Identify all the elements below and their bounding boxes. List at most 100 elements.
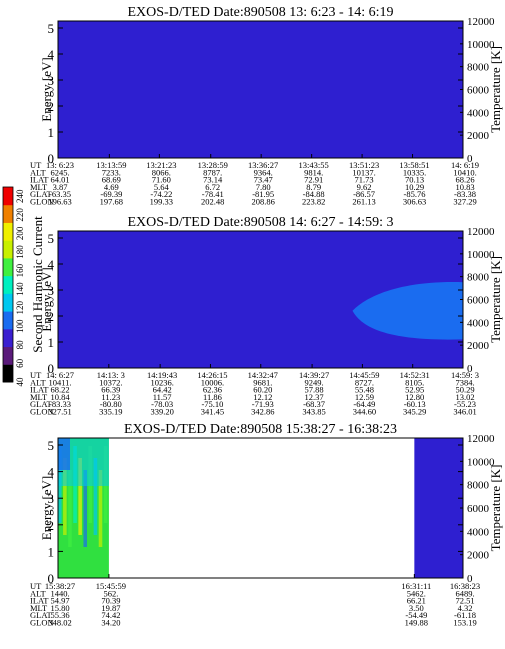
ephemeris-value: 16:38:23 — [450, 581, 480, 591]
ephemeris-value: -71.93 — [252, 399, 274, 409]
y2-tick-label: 6000 — [467, 503, 490, 515]
intensity-stripe — [63, 458, 67, 535]
ephemeris-value: 70.39 — [101, 596, 120, 606]
y2-tick-label: 8000 — [467, 480, 490, 492]
ephemeris-value: -80.80 — [100, 399, 122, 409]
ephemeris-value: -61.18 — [454, 610, 476, 620]
y-axis-label: Energy [eV] — [39, 476, 54, 540]
ephemeris-value: 55.36 — [50, 610, 69, 620]
ephemeris-value: 10006. — [201, 377, 224, 387]
ephemeris-value: 68.26 — [455, 175, 474, 185]
ephemeris-row-label: ILAT — [30, 385, 49, 395]
ephemeris-value: -83.38 — [454, 189, 476, 199]
ephemeris-value: 62.36 — [203, 385, 222, 395]
ephemeris-row-label: GLAT — [30, 399, 53, 409]
colorbar-tick-label: 80 — [15, 340, 25, 350]
ephemeris-row-label: ILAT — [30, 175, 49, 185]
ephemeris-value: 10372. — [99, 377, 122, 387]
y2-tick-label: 8000 — [467, 62, 490, 74]
ephemeris-value: 15.80 — [50, 603, 69, 613]
ephemeris-value: 64.01 — [50, 175, 69, 185]
ephemeris-value: 4.32 — [458, 603, 473, 613]
ephemeris-value: -69.39 — [100, 189, 122, 199]
y-tick-label: 5 — [48, 438, 55, 453]
ephemeris-row-label: UT — [30, 370, 42, 380]
ephemeris-row-label: UT — [30, 581, 42, 591]
colorbar-tick-label: 180 — [15, 245, 25, 259]
y2-tick-label: 2000 — [467, 550, 490, 562]
y2-tick-label: 2000 — [467, 130, 490, 142]
ephemeris-row-label: MLT — [30, 392, 48, 402]
ephemeris-value: 199.33 — [150, 197, 173, 207]
colorbar-tick-label: 140 — [15, 282, 25, 296]
ephemeris-value: 55.48 — [355, 385, 374, 395]
colorbar-segment — [3, 222, 13, 241]
ephemeris-value: 7233. — [102, 167, 121, 177]
ephemeris-row-label: ALT — [30, 588, 47, 598]
y-tick-label: 4 — [48, 257, 55, 272]
ephemeris-value: 9364. — [254, 167, 273, 177]
colorbar-tick-label: 40 — [15, 377, 25, 387]
ephemeris-value: 11.57 — [153, 392, 172, 402]
intensity-stripe — [78, 458, 82, 535]
ephemeris-value: 15:38:27 — [45, 581, 75, 591]
ephemeris-value: 335.19 — [99, 407, 122, 417]
y2-tick-label: 12000 — [467, 16, 495, 28]
ephemeris-value: 8.79 — [306, 182, 321, 192]
ephemeris-value: 208.86 — [251, 197, 274, 207]
y2-tick-label: 10000 — [467, 249, 495, 261]
ephemeris-value: 13:36:27 — [248, 160, 278, 170]
plot-background — [58, 21, 463, 158]
y-tick-label: 5 — [48, 231, 55, 246]
ephemeris-value: 10.83 — [455, 182, 474, 192]
ephemeris-value: 327.51 — [48, 407, 71, 417]
intensity-stripe — [83, 470, 88, 547]
colorbar-segment — [3, 364, 13, 383]
ephemeris-value: 14: 6:27 — [46, 370, 74, 380]
y2-tick-label: 10000 — [467, 456, 495, 468]
ephemeris-value: 12.37 — [305, 392, 324, 402]
ephemeris-value: 6245. — [50, 167, 69, 177]
colorbar-segment — [3, 257, 13, 277]
chart-title: EXOS-D/TED Date:890508 15:38:27 - 16:38:… — [124, 422, 397, 437]
y-tick-label: 0 — [48, 361, 55, 376]
ephemeris-value: -81.95 — [252, 189, 274, 199]
ephemeris-value: -78.03 — [151, 399, 173, 409]
colorbar-tick-label: 160 — [15, 263, 25, 277]
colorbar-tick-label: 60 — [15, 358, 25, 368]
ephemeris-value: 342.86 — [251, 407, 274, 417]
ephemeris-row-label: GLAT — [30, 189, 53, 199]
ephemeris-value: 8105. — [405, 377, 424, 387]
ephemeris-value: 4.69 — [104, 182, 119, 192]
ephemeris-row-label: MLT — [30, 182, 48, 192]
y-tick-label: 1 — [48, 335, 55, 350]
ephemeris-value: 11.23 — [101, 392, 120, 402]
y-tick-label: 4 — [48, 47, 55, 62]
ephemeris-value: 14:52:31 — [400, 370, 430, 380]
y2-tick-label: 4000 — [467, 526, 490, 538]
ephemeris-value: 14:19:43 — [147, 370, 177, 380]
ephemeris-value: 5462. — [407, 588, 426, 598]
y-tick-label: 5 — [48, 21, 55, 36]
ephemeris-value: -74.22 — [150, 189, 172, 199]
ephemeris-value: 344.60 — [353, 407, 376, 417]
y2-tick-label: 0 — [467, 573, 473, 585]
y2-axis-label: Temperature [K] — [488, 465, 503, 552]
colorbar-frame — [2, 186, 14, 383]
y2-tick-label: 10000 — [467, 39, 495, 51]
ephemeris-value: 10335. — [403, 167, 426, 177]
ephemeris-value: 14:45:59 — [349, 370, 379, 380]
ephemeris-value: 19.87 — [101, 603, 120, 613]
ephemeris-value: 57.88 — [305, 385, 324, 395]
ephemeris-value: 1440. — [50, 588, 69, 598]
ephemeris-value: 3.87 — [53, 182, 68, 192]
y-axis-label: Energy [eV] — [39, 267, 54, 331]
ephemeris-value: -64.49 — [353, 399, 375, 409]
y2-tick-label: 6000 — [467, 295, 490, 307]
ephemeris-value: 50.29 — [455, 385, 474, 395]
ephemeris-value: 13: 6:23 — [46, 160, 74, 170]
ephemeris-value: 14:59: 3 — [451, 370, 479, 380]
ephemeris-value: 8787. — [203, 167, 222, 177]
ephemeris-row-label: ALT — [30, 167, 47, 177]
ephemeris-value: 73.14 — [203, 175, 223, 185]
